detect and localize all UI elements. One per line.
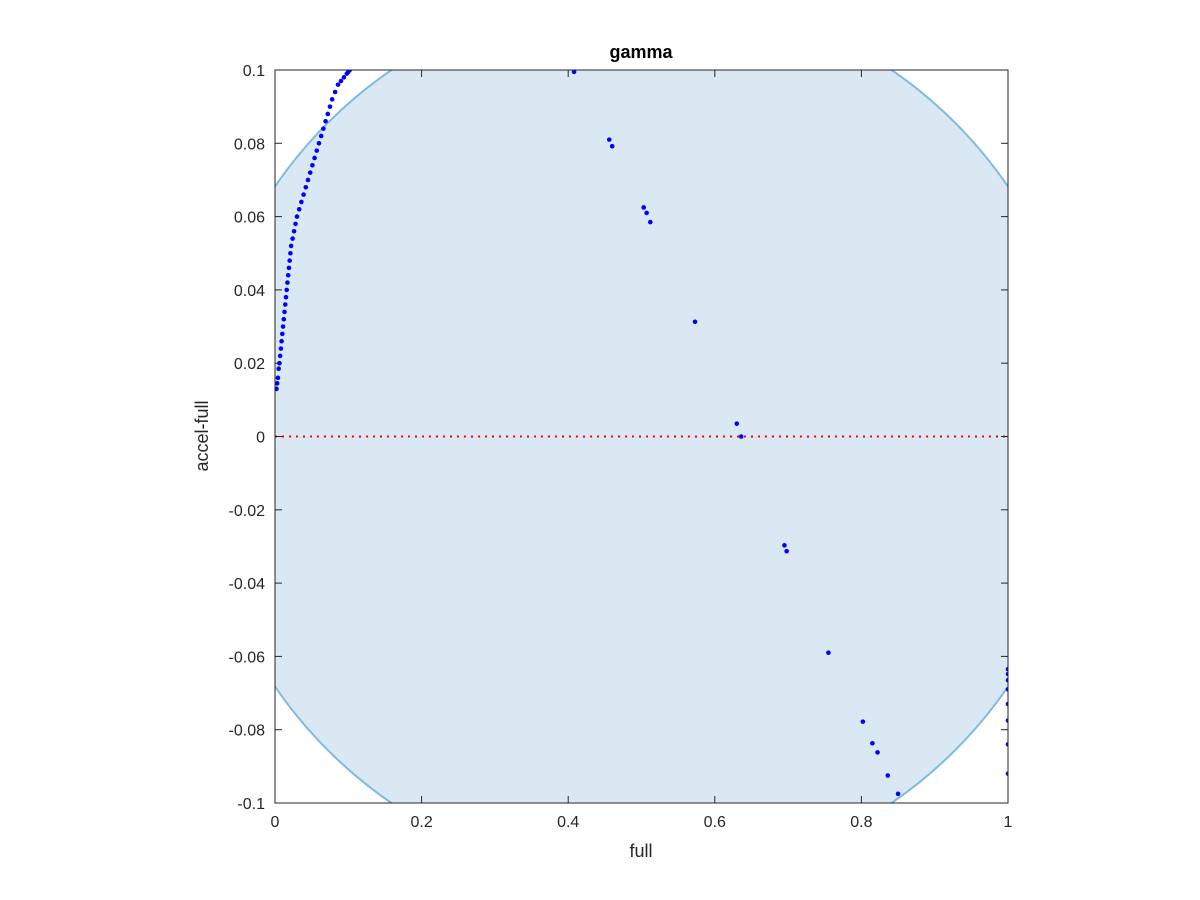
data-point [318, 133, 324, 139]
data-point [875, 750, 880, 755]
x-tick-label: 0.8 [850, 814, 872, 831]
data-point [316, 141, 322, 146]
scatter-points [275, 70, 1008, 797]
data-point [1005, 666, 1008, 672]
x-tick-label: 0.2 [410, 814, 432, 831]
data-point [282, 302, 288, 307]
y-tick-label: 0.02 [234, 356, 265, 373]
x-tick-label: 0 [271, 814, 280, 831]
data-point [284, 287, 290, 293]
y-tick-label: -0.06 [229, 649, 266, 666]
x-axis-label: full [629, 841, 652, 861]
data-point [323, 119, 328, 124]
data-point [321, 126, 326, 131]
data-point [294, 214, 300, 219]
data-point [335, 82, 341, 87]
data-point [325, 111, 331, 117]
data-point [692, 319, 698, 325]
plot-area [275, 70, 1008, 803]
data-point [286, 265, 292, 271]
confidence-region [275, 70, 1008, 803]
y-tick-label: -0.04 [229, 576, 266, 593]
x-tick-label: 0.4 [557, 814, 579, 831]
data-point [332, 89, 338, 95]
data-point [287, 258, 292, 263]
data-point [275, 381, 280, 386]
data-point [784, 548, 789, 554]
y-axis-label: accel-full [192, 400, 212, 471]
data-point [279, 338, 284, 344]
data-point [296, 206, 302, 212]
data-point [1005, 701, 1008, 707]
data-point [312, 155, 317, 161]
y-tick-label: -0.02 [229, 503, 266, 520]
data-point [885, 773, 891, 778]
data-point [347, 70, 353, 73]
data-point [290, 236, 295, 241]
data-point [870, 740, 875, 746]
data-point [283, 294, 289, 300]
axis-ticks: 0 0.2 0.4 0.6 0.8 1 -0.1 -0.08 -0.06 -0.04 -0.02 0 0… [229, 63, 1013, 831]
y-tick-label: 0.08 [234, 136, 265, 153]
y-tick-label: -0.1 [237, 796, 265, 813]
data-point [282, 309, 287, 315]
data-point [826, 650, 831, 656]
data-point [327, 104, 333, 109]
x-tick-label: 1 [1004, 814, 1013, 831]
data-point [1005, 771, 1008, 776]
data-point [305, 177, 311, 183]
data-point [606, 137, 612, 142]
data-point [280, 331, 285, 337]
data-point [738, 434, 744, 439]
data-point [285, 272, 291, 278]
y-tick-label: 0 [256, 430, 265, 447]
data-point [280, 324, 286, 329]
data-point [288, 243, 294, 249]
data-point [293, 221, 298, 227]
data-point [310, 162, 315, 168]
data-point [303, 184, 309, 190]
data-point [895, 791, 901, 797]
data-point [288, 250, 293, 256]
x-tick-label: 0.6 [704, 814, 726, 831]
data-point [314, 148, 320, 153]
data-point [277, 353, 283, 359]
data-point [782, 543, 787, 548]
data-point [329, 97, 335, 102]
data-point [276, 366, 281, 371]
data-point [275, 375, 281, 381]
data-point [1005, 687, 1008, 692]
y-tick-label: 0.06 [234, 210, 265, 227]
data-point [291, 228, 297, 234]
data-point [285, 280, 290, 285]
chart-title: gamma [609, 42, 673, 62]
data-point [281, 316, 287, 322]
data-point [609, 143, 615, 149]
data-point [299, 199, 304, 205]
data-point [647, 219, 653, 225]
y-tick-label: 0.1 [243, 63, 265, 80]
data-point [278, 346, 284, 351]
y-tick-label: -0.08 [229, 723, 266, 740]
data-point [644, 210, 649, 216]
data-point [641, 205, 646, 210]
data-point [1005, 671, 1008, 677]
data-point [1005, 742, 1008, 747]
y-tick-label: 0.04 [234, 283, 265, 300]
data-point [301, 192, 306, 197]
data-point [734, 421, 740, 426]
data-point [307, 170, 313, 175]
data-point [338, 78, 344, 84]
data-point [860, 719, 866, 724]
data-point [1005, 677, 1008, 683]
data-point [1005, 718, 1008, 723]
data-point [341, 75, 347, 80]
data-point [275, 386, 279, 392]
data-point [571, 70, 577, 75]
